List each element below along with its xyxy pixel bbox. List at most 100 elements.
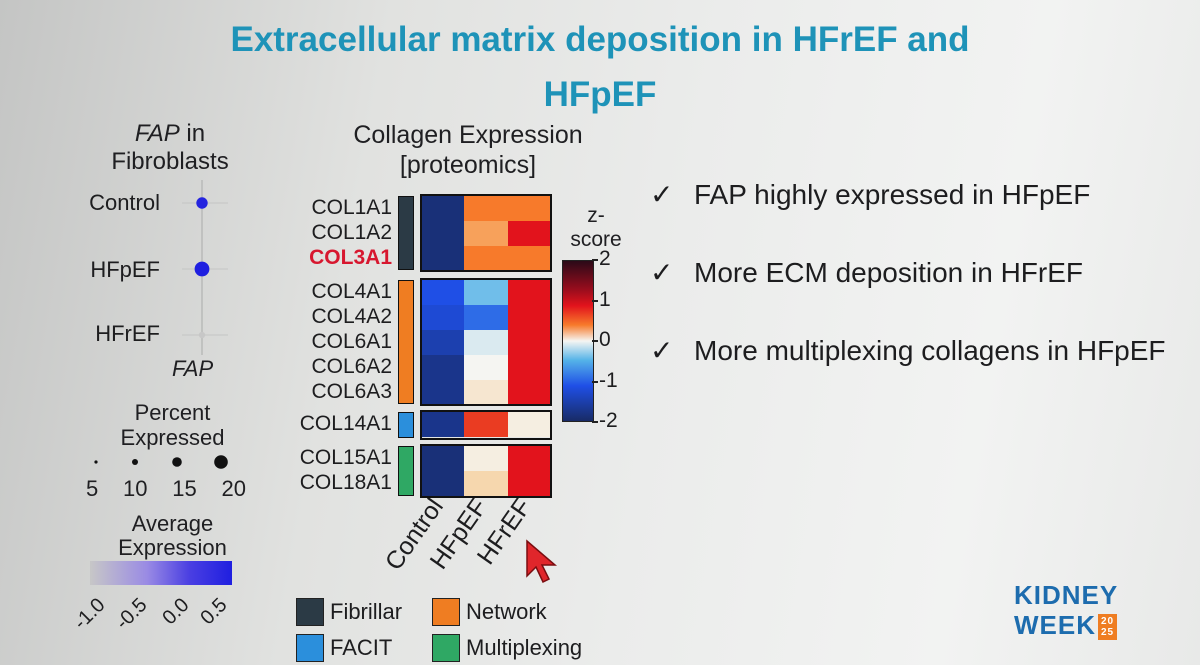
percent-legend-dot — [132, 459, 138, 465]
colorbar-title-line2: score — [570, 228, 622, 251]
dotplot-group-label: HFpEF — [90, 257, 160, 282]
heatmap-cell — [464, 471, 508, 496]
heatmap-cell — [508, 380, 552, 405]
heatmap-cell — [464, 446, 508, 471]
heatmap-cell — [420, 221, 464, 246]
category-legend-item: FACIT — [296, 634, 392, 662]
category-legend-item: Multiplexing — [432, 634, 582, 662]
heatmap-row-label: COL4A2 — [311, 305, 392, 328]
heatmap-cell — [464, 412, 508, 437]
percent-legend-ticks: 5 10 15 20 — [86, 476, 246, 502]
heatmap-cell — [464, 330, 508, 355]
percent-legend-title: Percent Expressed — [80, 400, 265, 450]
logo-year-badge: 20 25 — [1098, 614, 1118, 641]
logo-line2: WEEK — [1014, 610, 1096, 640]
heatmap-cell — [420, 196, 464, 221]
logo-year-top: 20 — [1101, 616, 1115, 628]
percent-legend-tick: 20 — [221, 476, 246, 501]
key-findings-list: ✓ FAP highly expressed in HFpEF ✓ More E… — [650, 176, 1195, 410]
category-bar-multiplexing — [398, 446, 414, 496]
heatmap-cell — [464, 221, 508, 246]
colorbar-tick-mark — [592, 299, 598, 302]
heatmap-cell — [420, 471, 464, 496]
dotplot-xlabel: FAP — [172, 356, 214, 381]
percent-legend-dot — [214, 455, 228, 469]
legend-label: FACIT — [330, 635, 393, 660]
heatmap-row-label: COL1A1 — [311, 196, 392, 219]
legend-label: Fibrillar — [330, 599, 403, 624]
percent-legend-title-line1: Percent — [134, 400, 211, 425]
finding-text: FAP highly expressed in HFpEF — [694, 179, 1091, 210]
legend-swatch — [432, 634, 460, 662]
mouse-pointer-icon — [526, 539, 558, 584]
kidney-week-logo: KIDNEY WEEK 20 25 — [1014, 580, 1118, 641]
category-bar-facit — [398, 412, 414, 438]
colorbar-title: z- score — [556, 204, 636, 252]
finding-text: More multiplexing collagens in HFpEF — [694, 335, 1166, 366]
dotplot-group-label: Control — [89, 190, 160, 215]
colorbar-tick-label: 1 — [599, 287, 611, 311]
heatmap-cell — [420, 246, 464, 271]
legend-label: Network — [466, 599, 547, 624]
heatmap-cell — [420, 280, 464, 305]
finding-text: More ECM deposition in HFrEF — [694, 257, 1084, 288]
slide-title-line2: HFpEF — [543, 75, 657, 114]
colorbar-tick-mark — [592, 421, 598, 423]
heatmap-cell — [508, 355, 552, 380]
heatmap-title-line1: Collagen Expression — [353, 121, 583, 149]
avg-legend-tick: 0.0 — [158, 594, 193, 629]
heatmap-title: Collagen Expression [proteomics] — [318, 120, 618, 180]
avg-legend-tick: -1.0 — [70, 594, 110, 634]
avg-legend-title-line2: Expression — [118, 535, 227, 560]
category-legend-item: Fibrillar — [296, 598, 402, 626]
heatmap-row-label: COL14A1 — [299, 412, 392, 435]
heatmap-cell — [508, 471, 552, 496]
dotplot-svg — [182, 180, 228, 355]
category-bar-network — [398, 280, 414, 404]
avg-legend-tick: 0.5 — [196, 594, 231, 629]
heatmap-cell — [464, 380, 508, 405]
heatmap-cell — [508, 196, 552, 221]
heatmap-cell — [508, 280, 552, 305]
heatmap-row-label: COL4A1 — [311, 280, 392, 303]
heatmap-cell — [420, 305, 464, 330]
heatmap-row-label: COL18A1 — [299, 471, 392, 494]
dotplot-group-label: HFrEF — [95, 321, 160, 346]
colorbar-tick-label: 0 — [599, 328, 611, 351]
heatmap-block-multiplexing — [420, 444, 552, 498]
heatmap-cell — [464, 355, 508, 380]
legend-swatch — [296, 598, 324, 626]
heatmap-cell — [420, 355, 464, 380]
heatmap-cell — [464, 305, 508, 330]
heatmap-cell — [464, 196, 508, 221]
category-bar-fibrillar — [398, 196, 414, 270]
legend-swatch — [296, 634, 324, 662]
colorbar-tick-label: -2 — [599, 409, 618, 432]
heatmap-cell — [508, 305, 552, 330]
legend-label: Multiplexing — [466, 635, 583, 660]
avg-legend-title-line1: Average — [131, 511, 214, 536]
percent-legend-tick: 5 — [86, 476, 99, 501]
colorbar-tick-mark — [592, 380, 598, 383]
heatmap-cell — [508, 446, 552, 471]
avg-legend-ticks: -1.0 -0.5 0.0 0.5 — [70, 594, 232, 634]
checkmark-icon: ✓ — [650, 257, 674, 288]
zscore-colorbar — [562, 260, 594, 422]
percent-legend-dot — [172, 457, 182, 467]
percent-legend-dots — [94, 455, 228, 469]
slide-title: Extracellular matrix deposition in HFrEF… — [230, 20, 970, 59]
heatmap-cell — [508, 330, 552, 355]
dotplot-title-gene: FAP — [134, 120, 180, 147]
checkmark-icon: ✓ — [650, 179, 674, 210]
avg-legend-tick: -0.5 — [112, 594, 152, 634]
colorbar-tick-label: 2 — [599, 247, 611, 270]
colorbar-tick-label: -1 — [599, 368, 618, 392]
dotplot-title-suffix: in — [179, 120, 206, 147]
avg-legend-colorbar — [90, 561, 232, 585]
heatmap-cell — [464, 246, 508, 271]
category-legend-item: Network — [432, 598, 547, 626]
heatmap-row-label: COL6A3 — [311, 380, 392, 403]
heatmap-block-network — [420, 278, 552, 406]
heatmap-row-label: COL15A1 — [299, 446, 392, 469]
heatmap-cell — [420, 380, 464, 405]
